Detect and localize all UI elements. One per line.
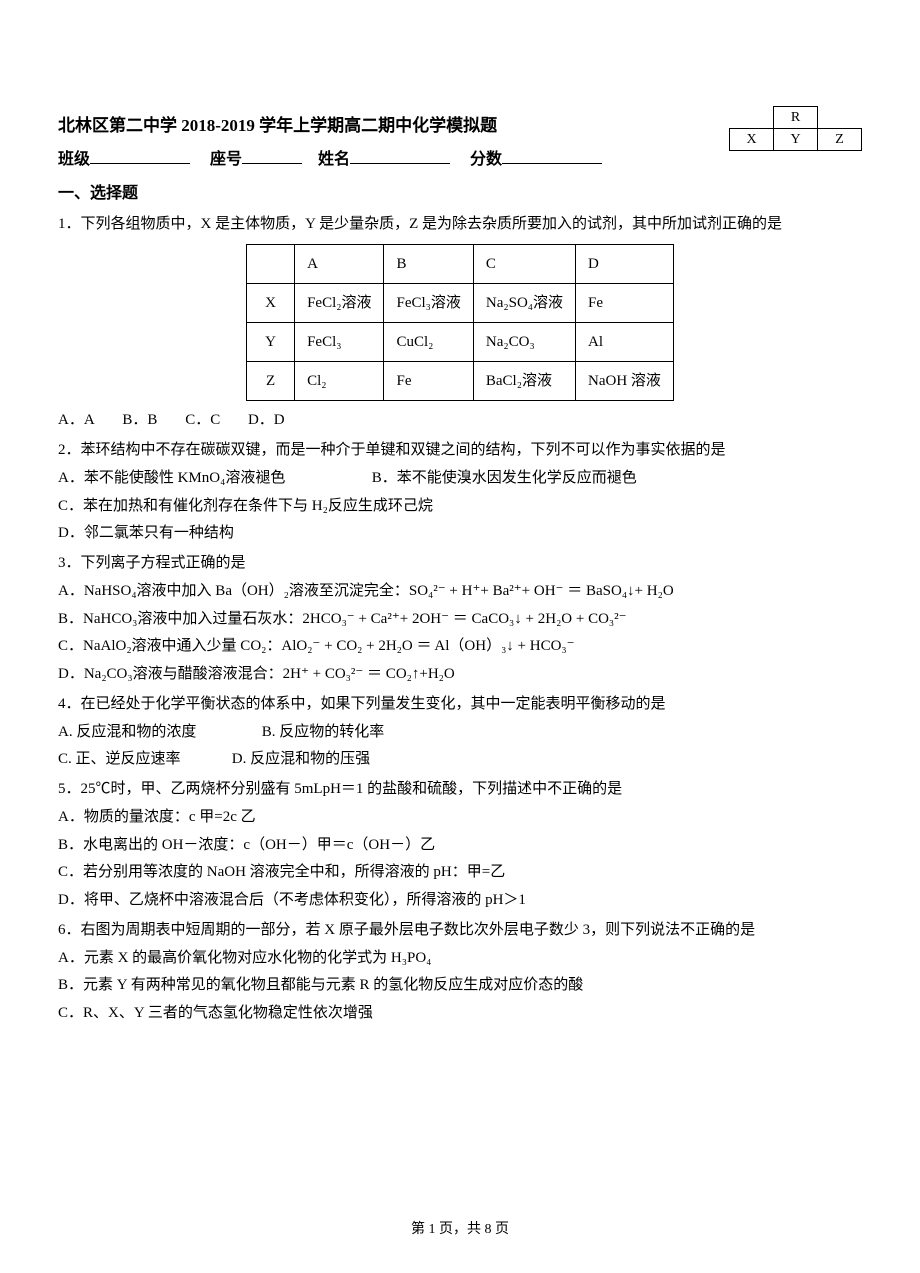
q5-text: 5．25℃时，甲、乙两烧杯分别盛有 5mLpH＝1 的盐酸和硫酸，下列描述中不正…	[58, 776, 862, 804]
question-6: 6．右图为周期表中短周期的一部分，若 X 原子最外层电子数比次外层电子数少 3，…	[58, 917, 862, 1028]
q3-opt-b: B．NaHCO₃溶液中加入过量石灰水：2HCO₃⁻ + Ca²⁺+ 2OH⁻ ＝…	[58, 606, 862, 634]
section-heading: 一、选择题	[58, 179, 862, 209]
score-label: 分数	[470, 151, 502, 168]
q4-text: 4．在已经处于化学平衡状态的体系中，如果下列量发生变化，其中一定能表明平衡移动的…	[58, 691, 862, 719]
q1-options: A．A B．B C．C D．D	[58, 407, 862, 435]
q6-opt-c: C．R、X、Y 三者的气态氢化物稳定性依次增强	[58, 1000, 862, 1028]
q2-opt-d: D．邻二氯苯只有一种结构	[58, 520, 862, 548]
periodic-cell-y: Y	[774, 129, 818, 151]
q5-opt-b: B．水电离出的 OH－浓度：c（OH－）甲＝c（OH－）乙	[58, 832, 862, 860]
question-3: 3．下列离子方程式正确的是 A．NaHSO₄溶液中加入 Ba（OH）₂溶液至沉淀…	[58, 550, 862, 689]
q6-opt-a: A．元素 X 的最高价氧化物对应水化物的化学式为 H₃PO₄	[58, 945, 862, 973]
q3-text: 3．下列离子方程式正确的是	[58, 550, 862, 578]
question-2: 2．苯环结构中不存在碳碳双键，而是一种介于单键和双键之间的结构，下列不可以作为事…	[58, 437, 862, 548]
q2-opt-c: C．苯在加热和有催化剂存在条件下与 H₂反应生成环己烷	[58, 493, 862, 521]
name-label: 姓名	[318, 151, 350, 168]
periodic-cell-z: Z	[818, 129, 862, 151]
q6-text: 6．右图为周期表中短周期的一部分，若 X 原子最外层电子数比次外层电子数少 3，…	[58, 917, 862, 945]
question-1: 1．下列各组物质中，X 是主体物质，Y 是少量杂质，Z 是为除去杂质所要加入的试…	[58, 211, 862, 436]
periodic-table-figure: R X Y Z	[729, 106, 862, 151]
q1-table: A B C D X FeCl₂溶液 FeCl₃溶液 Na₂SO₄溶液 Fe Y …	[246, 244, 674, 401]
q5-opt-a: A．物质的量浓度：c 甲=2c 乙	[58, 804, 862, 832]
q4-row-cd: C. 正、逆反应速率 D. 反应混和物的压强	[58, 746, 862, 774]
periodic-cell-x: X	[730, 129, 774, 151]
q2-row-ab: A．苯不能使酸性 KMnO₄溶液褪色 B．苯不能使溴水因发生化学反应而褪色	[58, 465, 862, 493]
q4-row-ab: A. 反应混和物的浓度 B. 反应物的转化率	[58, 719, 862, 747]
q6-opt-b: B．元素 Y 有两种常见的氧化物且都能与元素 R 的氢化物反应生成对应价态的酸	[58, 972, 862, 1000]
seat-label: 座号	[210, 151, 242, 168]
q3-opt-a: A．NaHSO₄溶液中加入 Ba（OH）₂溶液至沉淀完全：SO₄²⁻ + H⁺+…	[58, 578, 862, 606]
q2-text: 2．苯环结构中不存在碳碳双键，而是一种介于单键和双键之间的结构，下列不可以作为事…	[58, 437, 862, 465]
q3-opt-d: D．Na₂CO₃溶液与醋酸溶液混合：2H⁺ + CO₃²⁻ ＝ CO₂↑+H₂O	[58, 661, 862, 689]
page-footer: 第 1 页，共 8 页	[0, 1217, 920, 1243]
q5-opt-d: D．将甲、乙烧杯中溶液混合后（不考虑体积变化），所得溶液的 pH＞1	[58, 887, 862, 915]
q1-text: 1．下列各组物质中，X 是主体物质，Y 是少量杂质，Z 是为除去杂质所要加入的试…	[58, 211, 862, 239]
question-5: 5．25℃时，甲、乙两烧杯分别盛有 5mLpH＝1 的盐酸和硫酸，下列描述中不正…	[58, 776, 862, 915]
q3-opt-c: C．NaAlO₂溶液中通入少量 CO₂：AlO₂⁻ + CO₂ + 2H₂O ＝…	[58, 633, 862, 661]
class-label: 班级	[58, 151, 90, 168]
question-4: 4．在已经处于化学平衡状态的体系中，如果下列量发生变化，其中一定能表明平衡移动的…	[58, 691, 862, 774]
periodic-cell-r: R	[774, 107, 818, 129]
q5-opt-c: C．若分别用等浓度的 NaOH 溶液完全中和，所得溶液的 pH：甲=乙	[58, 859, 862, 887]
